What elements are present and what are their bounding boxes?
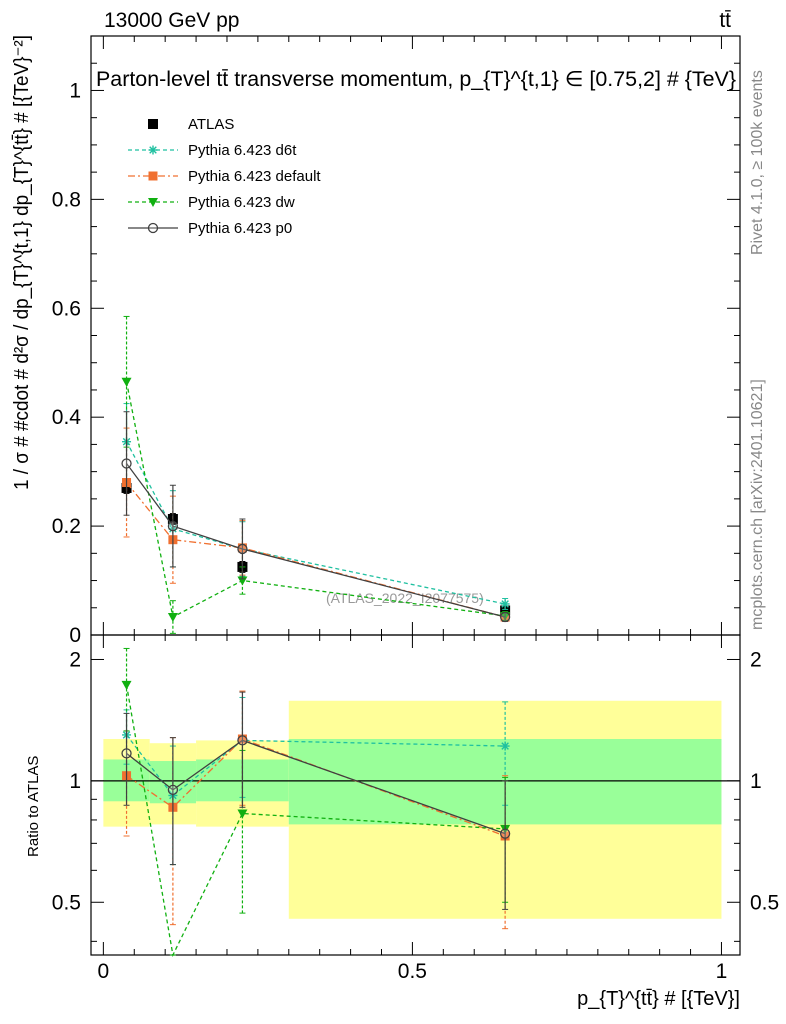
ratio-bands xyxy=(103,700,722,919)
watermark: (ATLAS_2022_I2077575) xyxy=(326,590,484,606)
ratio-y-tick-label-right: 0.5 xyxy=(750,891,779,914)
legend-label-p0: Pythia 6.423 p0 xyxy=(188,220,292,237)
ratio-y-tick-label: 0.5 xyxy=(52,891,81,914)
ratio-y-tick-label-right: 1 xyxy=(750,770,762,793)
rivet-label: Rivet 4.1.0, ≥ 100k events xyxy=(749,70,766,255)
main-series-p0 xyxy=(121,411,511,623)
legend-entry-p0: Pythia 6.423 p0 xyxy=(128,220,292,237)
x-ticks: 0 0.5 1 xyxy=(98,36,728,983)
ratio-line-dw xyxy=(125,684,506,958)
ratio-y-ticks: 0.5 0.5 1 1 2 2 xyxy=(52,648,779,942)
main-title: Parton-level tt̄ transverse momentum, p_… xyxy=(96,68,736,91)
main-line-default xyxy=(126,482,506,618)
legend: ATLAS Pythia 6.423 d6t Pythia 6.423 defaul… xyxy=(128,116,321,237)
legend-marker-default xyxy=(148,171,158,181)
main-point-data xyxy=(500,605,511,616)
ratio-y-tick-label: 1 xyxy=(69,770,81,793)
main-y-tick-label: 0.6 xyxy=(52,297,81,320)
legend-marker-d6t xyxy=(148,145,158,155)
ratio-y-tick-label-right: 2 xyxy=(750,648,762,671)
x-tick-label: 0 xyxy=(98,960,110,983)
legend-marker-p0 xyxy=(147,222,159,234)
main-line-p0 xyxy=(126,463,506,618)
legend-entry-default: Pythia 6.423 default xyxy=(128,168,321,185)
x-axis-label: p_{T}^{tt̄} # [{TeV}] xyxy=(577,988,740,1010)
main-y-tick-label: 0.4 xyxy=(52,406,82,429)
main-series-dw xyxy=(121,315,511,634)
main-point-dw xyxy=(121,377,132,387)
ratio-series-p0 xyxy=(121,691,511,910)
main-point-p0 xyxy=(499,611,511,623)
main-y-tick-label: 0.2 xyxy=(52,515,81,538)
legend-label-dw: Pythia 6.423 dw xyxy=(188,194,295,211)
main-y-tick-label: 1 xyxy=(69,79,81,102)
main-y-tick-label: 0.8 xyxy=(52,188,81,211)
legend-entry-d6t: Pythia 6.423 d6t xyxy=(128,142,297,159)
ratio-line-d6t xyxy=(126,734,506,797)
legend-entry-data: ATLAS xyxy=(148,116,234,133)
legend-marker-dw xyxy=(148,198,158,207)
legend-label-data: ATLAS xyxy=(188,116,234,133)
ratio-y-axis-label: Ratio to ATLAS xyxy=(25,756,42,857)
ratio-y-tick-label: 2 xyxy=(69,648,81,671)
mcplots-label: mcplots.cern.ch [arXiv:2401.10621] xyxy=(749,379,766,630)
ratio-point-p0 xyxy=(167,784,179,796)
main-point-d6t xyxy=(500,599,510,609)
main-line-d6t xyxy=(125,441,506,605)
ratio-frame xyxy=(90,634,741,956)
main-series-d6t xyxy=(122,403,510,610)
main-y-ticks: 0 0.2 0.4 0.6 0.8 1 xyxy=(52,35,740,647)
ratio-line-p0 xyxy=(126,739,506,835)
main-point-p0 xyxy=(167,520,179,532)
ratio-point-dw xyxy=(237,809,248,819)
x-tick-label: 1 xyxy=(716,960,728,983)
ratio-point-p0 xyxy=(499,828,511,839)
legend-marker-data xyxy=(148,119,158,129)
main-line-dw xyxy=(125,381,506,619)
ratio-point-p0 xyxy=(237,735,248,746)
energy-label: 13000 GeV pp xyxy=(104,9,239,32)
main-point-p0 xyxy=(237,543,248,555)
main-y-tick-label: 0 xyxy=(69,624,81,647)
ratio-point-dw xyxy=(121,680,132,690)
legend-label-d6t: Pythia 6.423 d6t xyxy=(188,142,297,159)
ratio-point-p0 xyxy=(121,748,132,759)
main-y-axis-label: 1 / σ # #cdot # d²σ / dp_{T}^{t,1} dp_{T… xyxy=(11,35,33,490)
process-label: tt̄ xyxy=(719,9,731,32)
legend-label-default: Pythia 6.423 default xyxy=(188,168,321,185)
main-point-dw xyxy=(167,613,178,623)
legend-entry-dw: Pythia 6.423 dw xyxy=(128,194,295,211)
x-tick-label: 0.5 xyxy=(398,960,427,983)
main-point-p0 xyxy=(121,458,132,469)
ratio-point-d6t xyxy=(500,741,510,751)
